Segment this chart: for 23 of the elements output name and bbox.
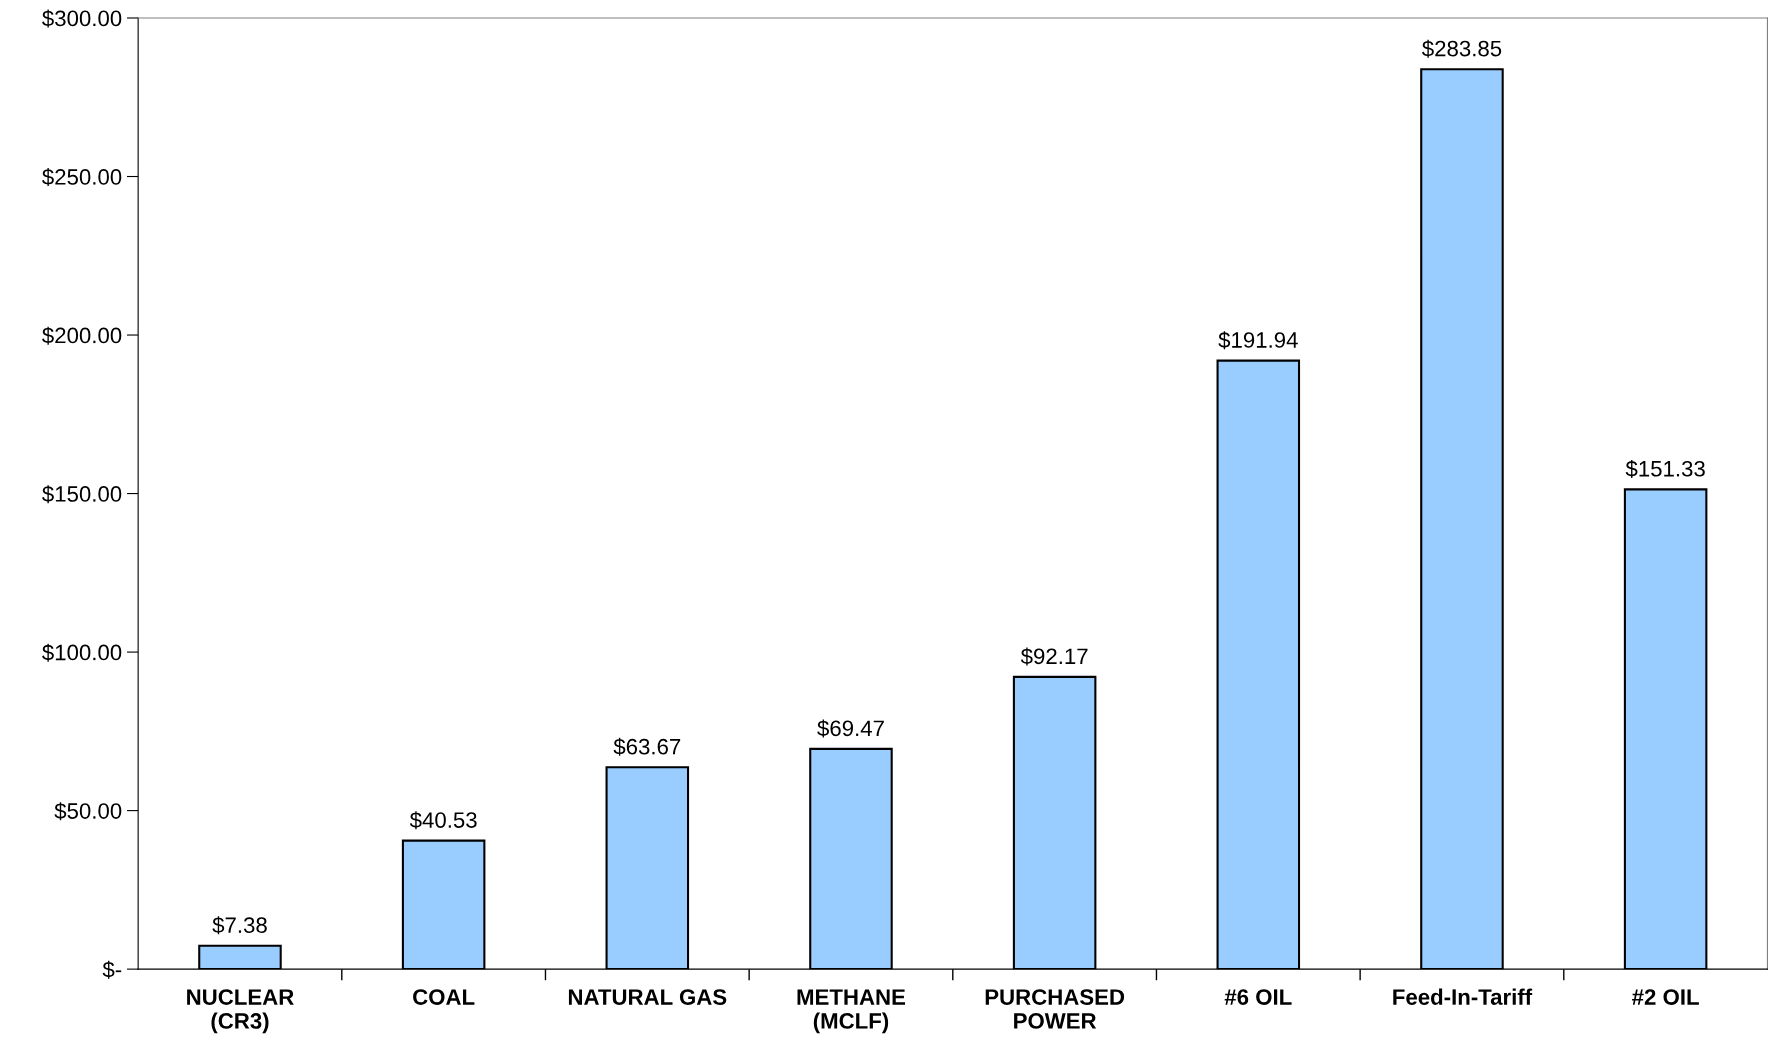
data-label: $92.17 [1020, 647, 1088, 666]
y-tick-label: $300.00 [42, 9, 122, 28]
data-label: $151.33 [1625, 459, 1705, 478]
data-label: $7.38 [212, 916, 267, 935]
y-tick-label: $150.00 [42, 485, 122, 504]
data-label: $283.85 [1422, 39, 1502, 58]
data-label: $69.47 [817, 719, 884, 738]
y-tick-label: $50.00 [54, 802, 122, 821]
data-label: $40.53 [409, 811, 477, 830]
y-tick-label: $200.00 [42, 326, 122, 345]
data-label: $63.67 [613, 737, 681, 756]
y-tick-label: $100.00 [42, 643, 122, 662]
y-tick-label: $250.00 [42, 168, 122, 187]
x-tick-label: NATURAL GAS [568, 989, 727, 1005]
x-tick-label: #2 OIL [1632, 989, 1699, 1005]
x-tick-label: PURCHASED POWER [985, 989, 1125, 1029]
data-label: $191.94 [1218, 331, 1298, 350]
x-tick-label: Feed-In-Tariff [1393, 988, 1533, 1005]
x-tick-label: METHANE (MCLF) [797, 989, 906, 1034]
y-tick-label: $- [102, 960, 122, 979]
x-tick-label: #6 OIL [1224, 989, 1292, 1005]
x-tick-label: COAL [413, 989, 475, 1005]
x-tick-label: NUCLEAR (CR3) [187, 989, 294, 1034]
